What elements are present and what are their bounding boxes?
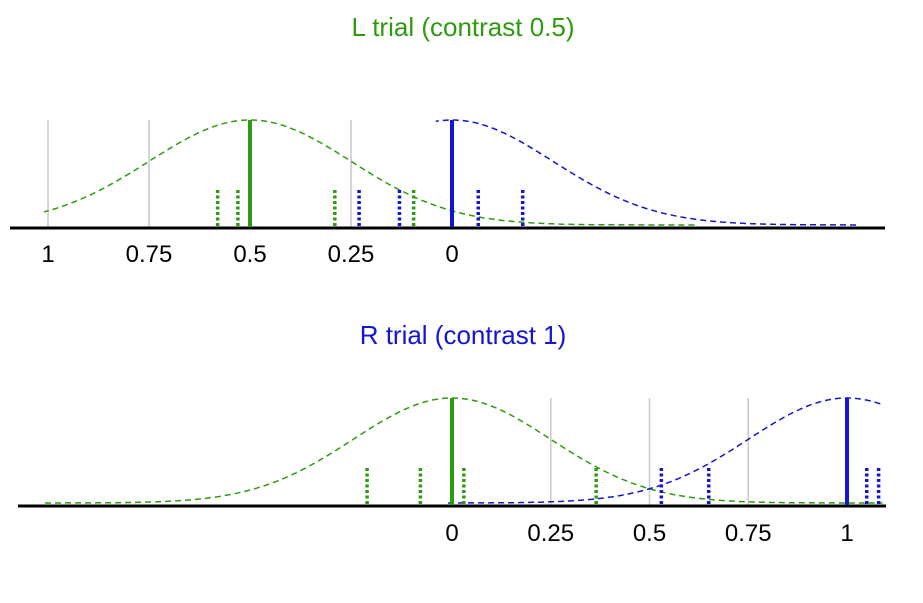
l-trial-tick-label: 0 bbox=[445, 241, 458, 268]
r-trial-tick-label: 0.5 bbox=[633, 520, 666, 547]
l-trial-tick-label: 1 bbox=[41, 241, 54, 268]
l-trial-green-curve bbox=[43, 119, 695, 226]
r-trial-tick-label: 1 bbox=[840, 520, 853, 547]
l-trial-panel: L trial (contrast 0.5) 1 0.75 0.5 0.25 0 bbox=[10, 12, 885, 268]
r-trial-green-curve bbox=[45, 397, 883, 504]
r-trial-blue-curve bbox=[448, 397, 883, 504]
r-trial-title: R trial (contrast 1) bbox=[360, 320, 567, 350]
r-trial-panel: R trial (contrast 1) 0 0.25 0.5 0.75 1 bbox=[18, 320, 886, 547]
r-trial-tick-label: 0 bbox=[445, 520, 458, 547]
l-trial-blue-curve bbox=[435, 119, 856, 226]
r-trial-tick-label: 0.75 bbox=[725, 520, 772, 547]
l-trial-title: L trial (contrast 0.5) bbox=[351, 12, 574, 42]
l-trial-tick-label: 0.25 bbox=[328, 241, 375, 268]
l-trial-tick-label: 0.5 bbox=[233, 241, 266, 268]
l-trial-tick-label: 0.75 bbox=[126, 241, 173, 268]
r-trial-tick-label: 0.25 bbox=[527, 520, 574, 547]
